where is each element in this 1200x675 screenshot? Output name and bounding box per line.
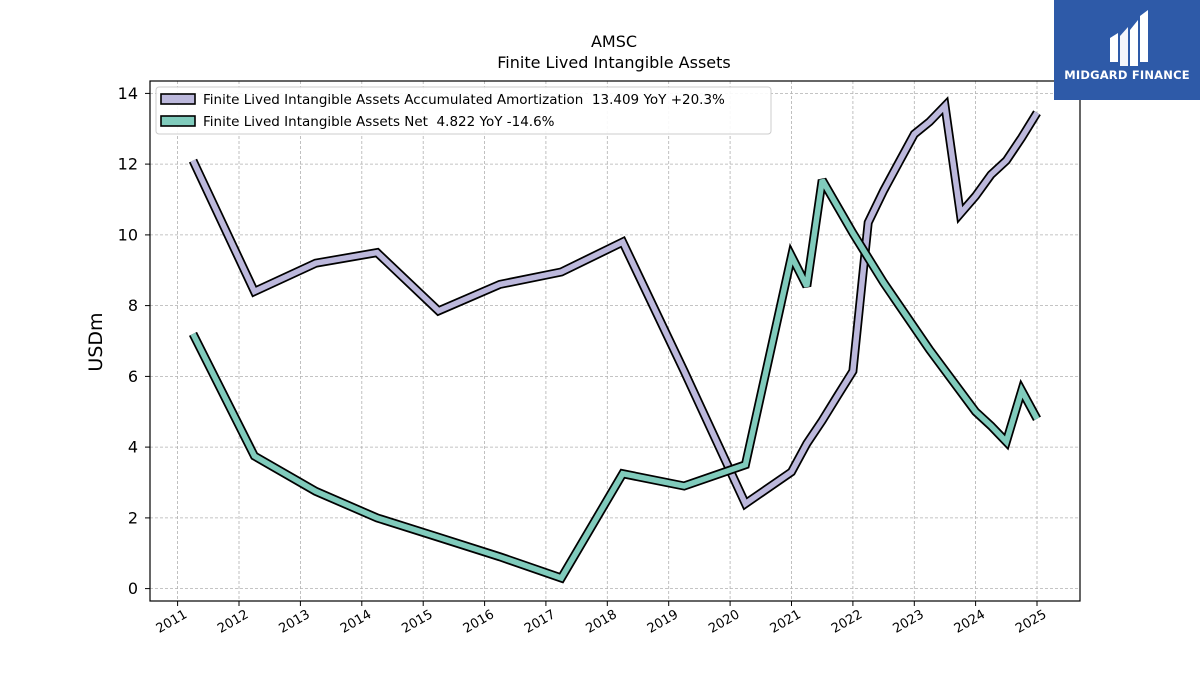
y-tick-label: 6 [128,367,138,386]
y-tick-label: 14 [118,84,138,103]
legend-label-net: Finite Lived Intangible Assets Net 4.822… [203,114,555,130]
x-tick-label: 2013 [277,607,313,637]
y-tick-label: 12 [118,155,138,174]
x-tick-label: 2018 [583,607,619,637]
plot-frame [149,80,1081,602]
x-tick-label: 2023 [890,607,926,637]
x-tick-label: 2014 [338,607,374,637]
legend-swatch-amortization [160,93,196,105]
brand-logo-icon [1110,10,1148,66]
x-tick-label: 2016 [461,607,497,637]
x-tick-label: 2015 [399,607,435,637]
x-tick-label: 2021 [768,607,804,637]
brand-name: MIDGARD FINANCE [1064,68,1190,82]
series-line-net [190,178,1040,582]
x-tick-label: 2017 [522,607,558,637]
x-tick-label: 2022 [829,607,865,637]
y-tick-label: 0 [128,579,138,598]
y-tick-label: 10 [118,225,138,244]
x-tick-label: 2012 [215,607,251,637]
grid [150,81,1080,601]
y-tick-label: 4 [128,438,138,457]
legend-label-amortization: Finite Lived Intangible Assets Accumulat… [203,92,725,108]
axis-ticks: 2011 2012 2013 2014 2015 2016 2017 2018 2019 2020… [118,84,1050,637]
x-tick-label: 2024 [952,607,988,637]
brand-logo: MIDGARD FINANCE [1054,0,1200,100]
y-axis-label: USDm [85,312,107,371]
x-tick-label: 2020 [706,607,742,637]
series-layer [188,96,1041,584]
legend: Finite Lived Intangible Assets Accumulat… [155,86,772,135]
series-line-amortization [190,99,1040,508]
legend-box [155,86,772,135]
y-tick-label: 8 [128,296,138,315]
x-tick-label: 2025 [1013,607,1049,637]
y-tick-label: 2 [128,508,138,527]
chart-subtitle: Finite Lived Intangible Assets [497,53,730,72]
legend-swatch-net [160,115,196,127]
x-tick-label: 2011 [154,607,190,637]
chart-title: AMSC [591,32,637,51]
series-line-outline-amortization [188,96,1041,511]
x-tick-label: 2019 [645,607,681,637]
